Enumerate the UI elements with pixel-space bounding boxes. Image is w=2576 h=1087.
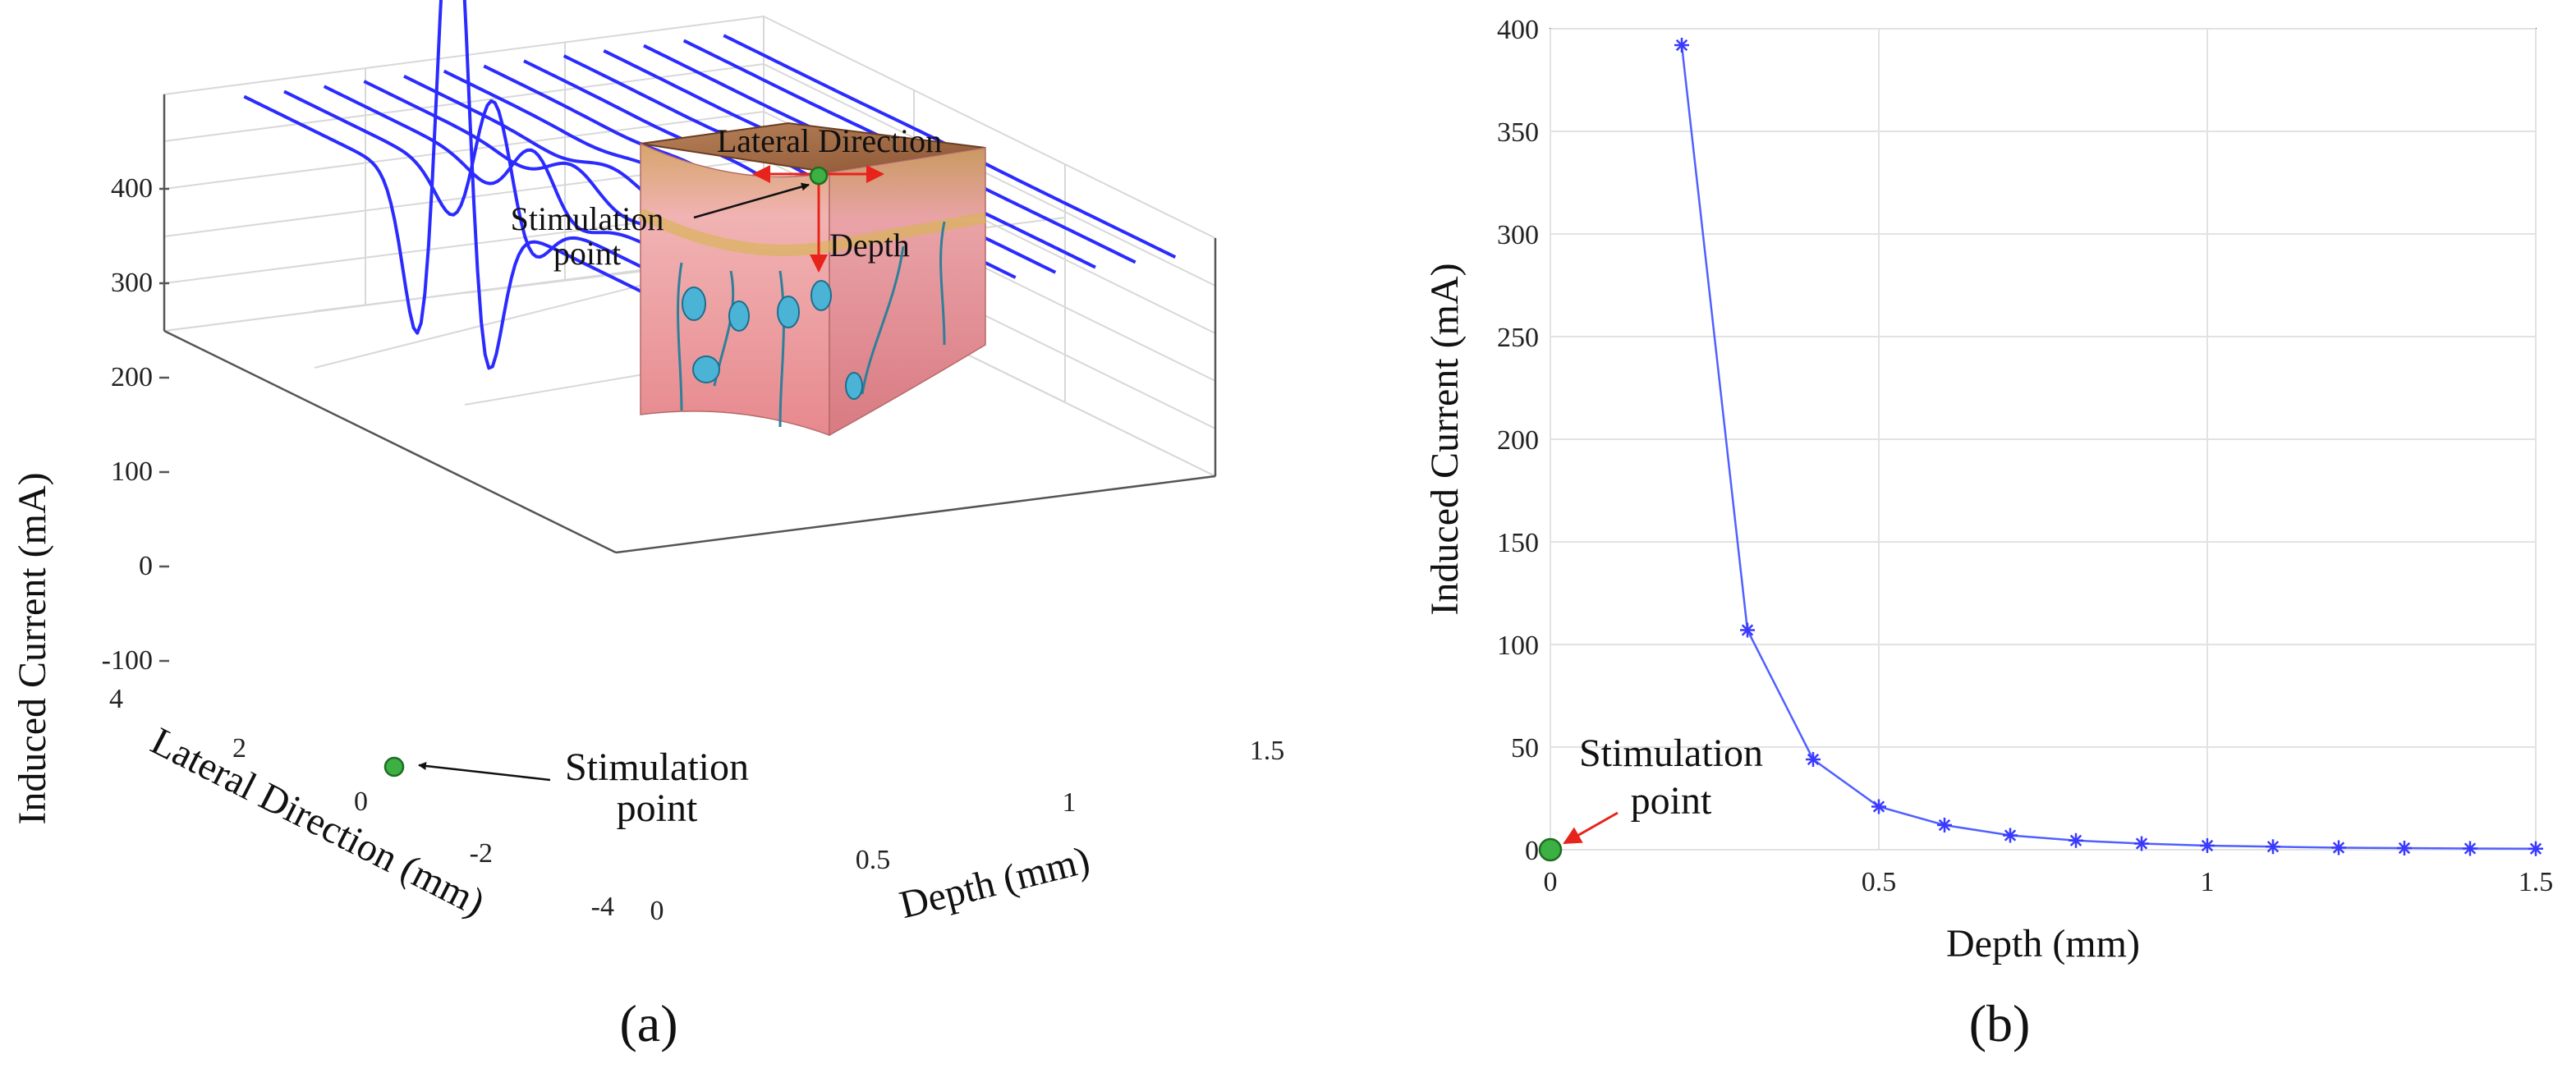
x-tick-label: 1 — [2201, 867, 2215, 897]
depth-tick-label: 1 — [1063, 787, 1077, 818]
panel-a-label: (a) — [619, 994, 677, 1053]
z-axis-label: Induced Current (mA) — [11, 472, 54, 824]
y-tick-label: 150 — [1497, 528, 1539, 558]
lateral-tick-label: -2 — [470, 838, 493, 869]
y-tick-label: 250 — [1497, 323, 1539, 353]
data-point-marker — [2200, 838, 2215, 853]
induced-current-line — [1680, 44, 2537, 851]
lateral-axis-label: Lateral Direction (mm) — [145, 719, 492, 925]
data-point-marker — [2463, 841, 2477, 856]
grid-lines — [1550, 28, 2537, 851]
lateral-tick-label: 0 — [354, 787, 368, 817]
inset-stimulation-point — [809, 166, 829, 186]
depth-tick-label: 1.5 — [1250, 736, 1285, 766]
stimulation-point-marker — [383, 756, 405, 777]
y-tick-label: 300 — [1497, 220, 1539, 250]
y-tick-label: 0 — [1525, 836, 1539, 866]
x-tick-label: 1.5 — [2519, 867, 2554, 897]
data-point-marker — [1806, 752, 1821, 767]
z-tick-label: 400 — [111, 173, 153, 204]
lateral-tick-label: -4 — [591, 892, 614, 922]
y-tick-label: 400 — [1497, 15, 1539, 45]
data-point-marker — [2266, 839, 2280, 855]
stimulation-arrow — [418, 762, 551, 782]
depth-axis-ticks: 0 0.5 1 1.5 — [650, 736, 1285, 926]
z-tick-label: 300 — [111, 268, 153, 298]
lateral-tick-label: 4 — [109, 684, 123, 714]
z-tick-label: 200 — [111, 362, 153, 392]
stimulation-annotation-b-line1: Stimulation — [1579, 732, 1763, 775]
data-point-marker — [2069, 832, 2083, 848]
stimulation-annotation-b-line2: point — [1631, 779, 1712, 823]
y-tick-label: 50 — [1511, 733, 1539, 764]
lateral-tick-label: 2 — [232, 733, 246, 764]
tick-labels: 0 0.5 1 1.5 0 50 100 150 200 250 300 350 400 — [1497, 15, 2553, 897]
axis-box — [163, 94, 1217, 554]
data-point-marker — [2331, 840, 2346, 855]
y-axis-label: Induced Current (mA) — [1423, 263, 1467, 615]
depth-tick-label: 0.5 — [856, 845, 891, 875]
data-point-marker — [2528, 841, 2543, 856]
inset-depth-label: Depth — [829, 227, 910, 264]
y-tick-label: 200 — [1497, 425, 1539, 456]
inset-lateral-label: Lateral Direction — [717, 122, 942, 159]
skin-illustration: Lateral Direction Depth Stimulation poin… — [511, 122, 987, 437]
z-tick-label: 0 — [139, 551, 153, 581]
data-point-marker — [1740, 622, 1755, 638]
data-point-marker — [2397, 841, 2412, 855]
x-tick-label: 0.5 — [1862, 867, 1897, 897]
waterfall-trace — [243, 0, 697, 370]
data-point-marker — [2134, 836, 2149, 851]
stimulation-point-marker-b — [1538, 837, 1563, 862]
y-tick-label: 350 — [1497, 117, 1539, 148]
x-axis-label: Depth (mm) — [1946, 922, 2140, 965]
stimulation-annotation-line2: point — [617, 787, 698, 830]
data-point-marker — [1674, 38, 1689, 53]
depth-axis-label: Depth (mm) — [895, 838, 1094, 928]
z-tick-label: 100 — [111, 456, 153, 487]
inset-stim-label-line2: point — [553, 235, 621, 272]
x-tick-label: 0 — [1544, 867, 1558, 897]
depth-tick-label: 0 — [650, 896, 664, 926]
panel-a-3d-chart: 400 300 200 100 0 -100 4 2 0 -2 -4 0 0.5… — [11, 0, 1284, 1053]
lateral-axis-ticks: 4 2 0 -2 -4 — [109, 684, 614, 922]
data-point-marker — [1937, 818, 1952, 832]
data-point-marker — [2003, 828, 2018, 843]
data-point-marker — [1871, 799, 1886, 814]
z-tick-label: -100 — [102, 645, 153, 676]
stimulation-arrow-b — [1563, 811, 1619, 845]
panel-b-label: (b) — [1969, 994, 2031, 1053]
z-axis-ticks: 400 300 200 100 0 -100 — [102, 173, 169, 676]
panel-b-2d-chart: 0 0.5 1 1.5 0 50 100 150 200 250 300 350 400 Induced… — [1423, 15, 2553, 1053]
stimulation-annotation-line1: Stimulation — [565, 745, 749, 789]
data-markers — [1674, 38, 2543, 856]
y-tick-label: 100 — [1497, 631, 1539, 661]
inset-stim-label-line1: Stimulation — [511, 200, 664, 237]
